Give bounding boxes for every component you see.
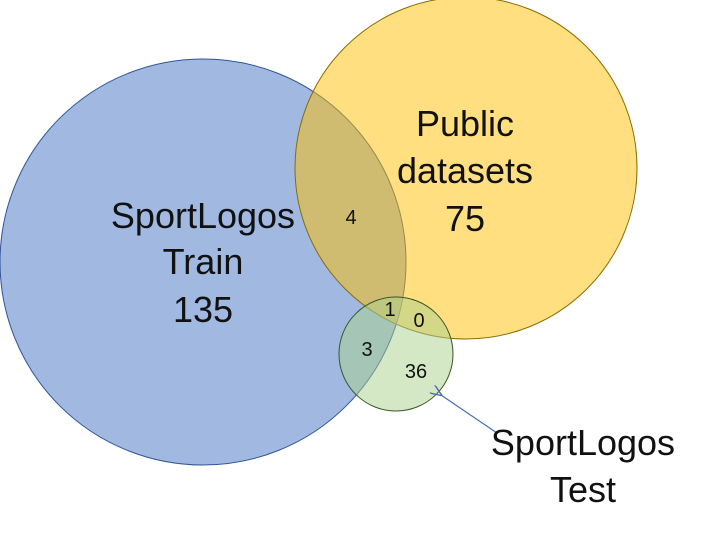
train-label-line1: SportLogos	[111, 195, 295, 236]
public-test-count: 0	[413, 310, 424, 332]
train-label-line2: Train	[163, 241, 244, 282]
public-count: 75	[445, 198, 485, 239]
test-label-line2: Test	[550, 469, 616, 510]
train-public-count: 4	[345, 207, 356, 229]
train-test-count: 3	[361, 339, 372, 361]
public-datasets-circle	[294, 0, 638, 340]
test-circle	[338, 296, 454, 412]
test-label-line1: SportLogos	[491, 422, 675, 463]
public-label-line2: datasets	[397, 150, 533, 191]
public-label-line1: Public	[416, 103, 514, 144]
test-only-count: 36	[405, 361, 427, 383]
train-count: 135	[173, 289, 233, 330]
test-pointer-arrow	[441, 395, 498, 434]
train-public-test-count: 1	[384, 299, 395, 321]
